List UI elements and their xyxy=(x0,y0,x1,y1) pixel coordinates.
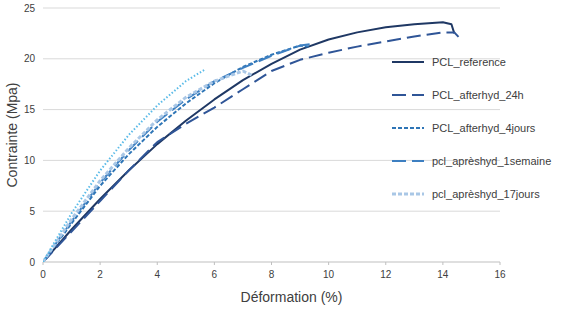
x-tick-label: 16 xyxy=(494,269,506,280)
legend-label: PCL_reference xyxy=(432,56,506,68)
legend-swatch xyxy=(392,61,424,63)
grid-line xyxy=(43,211,500,212)
x-tick-label: 8 xyxy=(269,269,275,280)
legend-label: PCL_afterhyd_24h xyxy=(432,89,524,101)
legend-swatch xyxy=(392,94,424,96)
series-line xyxy=(43,22,454,262)
x-tick-label: 6 xyxy=(212,269,218,280)
y-tick-label: 15 xyxy=(24,104,36,115)
grid-line xyxy=(43,109,500,110)
legend-label-line: pcl_aprèshyd_17jours xyxy=(432,188,540,200)
legend-label-line: PCL_afterhyd_4jours xyxy=(432,122,536,134)
series-line xyxy=(43,32,460,262)
x-tick-label: 4 xyxy=(154,269,160,280)
series-line xyxy=(43,44,314,262)
chart: 0 5 10 15 20 25 0 2 4 6 8 10 12 14 16 Déformation (%) Co… xyxy=(0,0,564,311)
legend-swatch xyxy=(392,160,424,162)
legend-swatch xyxy=(392,193,424,196)
y-tick-label: 20 xyxy=(24,53,36,64)
y-tick-label: 25 xyxy=(24,3,36,14)
series-line xyxy=(43,71,252,262)
x-axis-line xyxy=(43,262,500,263)
y-tick-label: 5 xyxy=(29,206,35,217)
legend-label: pcl_aprèshyd_17jours xyxy=(432,188,540,200)
grid-line xyxy=(43,8,500,9)
series-line xyxy=(43,69,206,262)
legend-label-line: pcl_aprèshyd_1semaine xyxy=(432,155,551,167)
legend-label: PCL_afterhyd_4jours xyxy=(432,122,536,134)
x-axis-title: Déformation (%) xyxy=(241,289,343,305)
x-tick-label: 0 xyxy=(40,269,46,280)
legend-label-line: PCL_reference xyxy=(432,56,506,68)
legend: PCL_reference PCL_afterhyd_24h PCL_afterhy… xyxy=(392,56,551,200)
y-tick-label: 0 xyxy=(29,257,35,268)
legend-swatch xyxy=(392,127,424,129)
series-group xyxy=(43,22,460,262)
y-axis-title: Contrainte (Mpa) xyxy=(4,82,20,187)
legend-label-line: PCL_afterhyd_24h xyxy=(432,89,524,101)
x-tick-label: 10 xyxy=(323,269,335,280)
x-tick-label: 2 xyxy=(97,269,103,280)
x-tick-label: 12 xyxy=(380,269,392,280)
y-tick-label: 10 xyxy=(24,155,36,166)
x-tick-label: 14 xyxy=(437,269,449,280)
legend-label: pcl_aprèshyd_1semaine xyxy=(432,155,551,167)
series-line xyxy=(43,46,309,262)
